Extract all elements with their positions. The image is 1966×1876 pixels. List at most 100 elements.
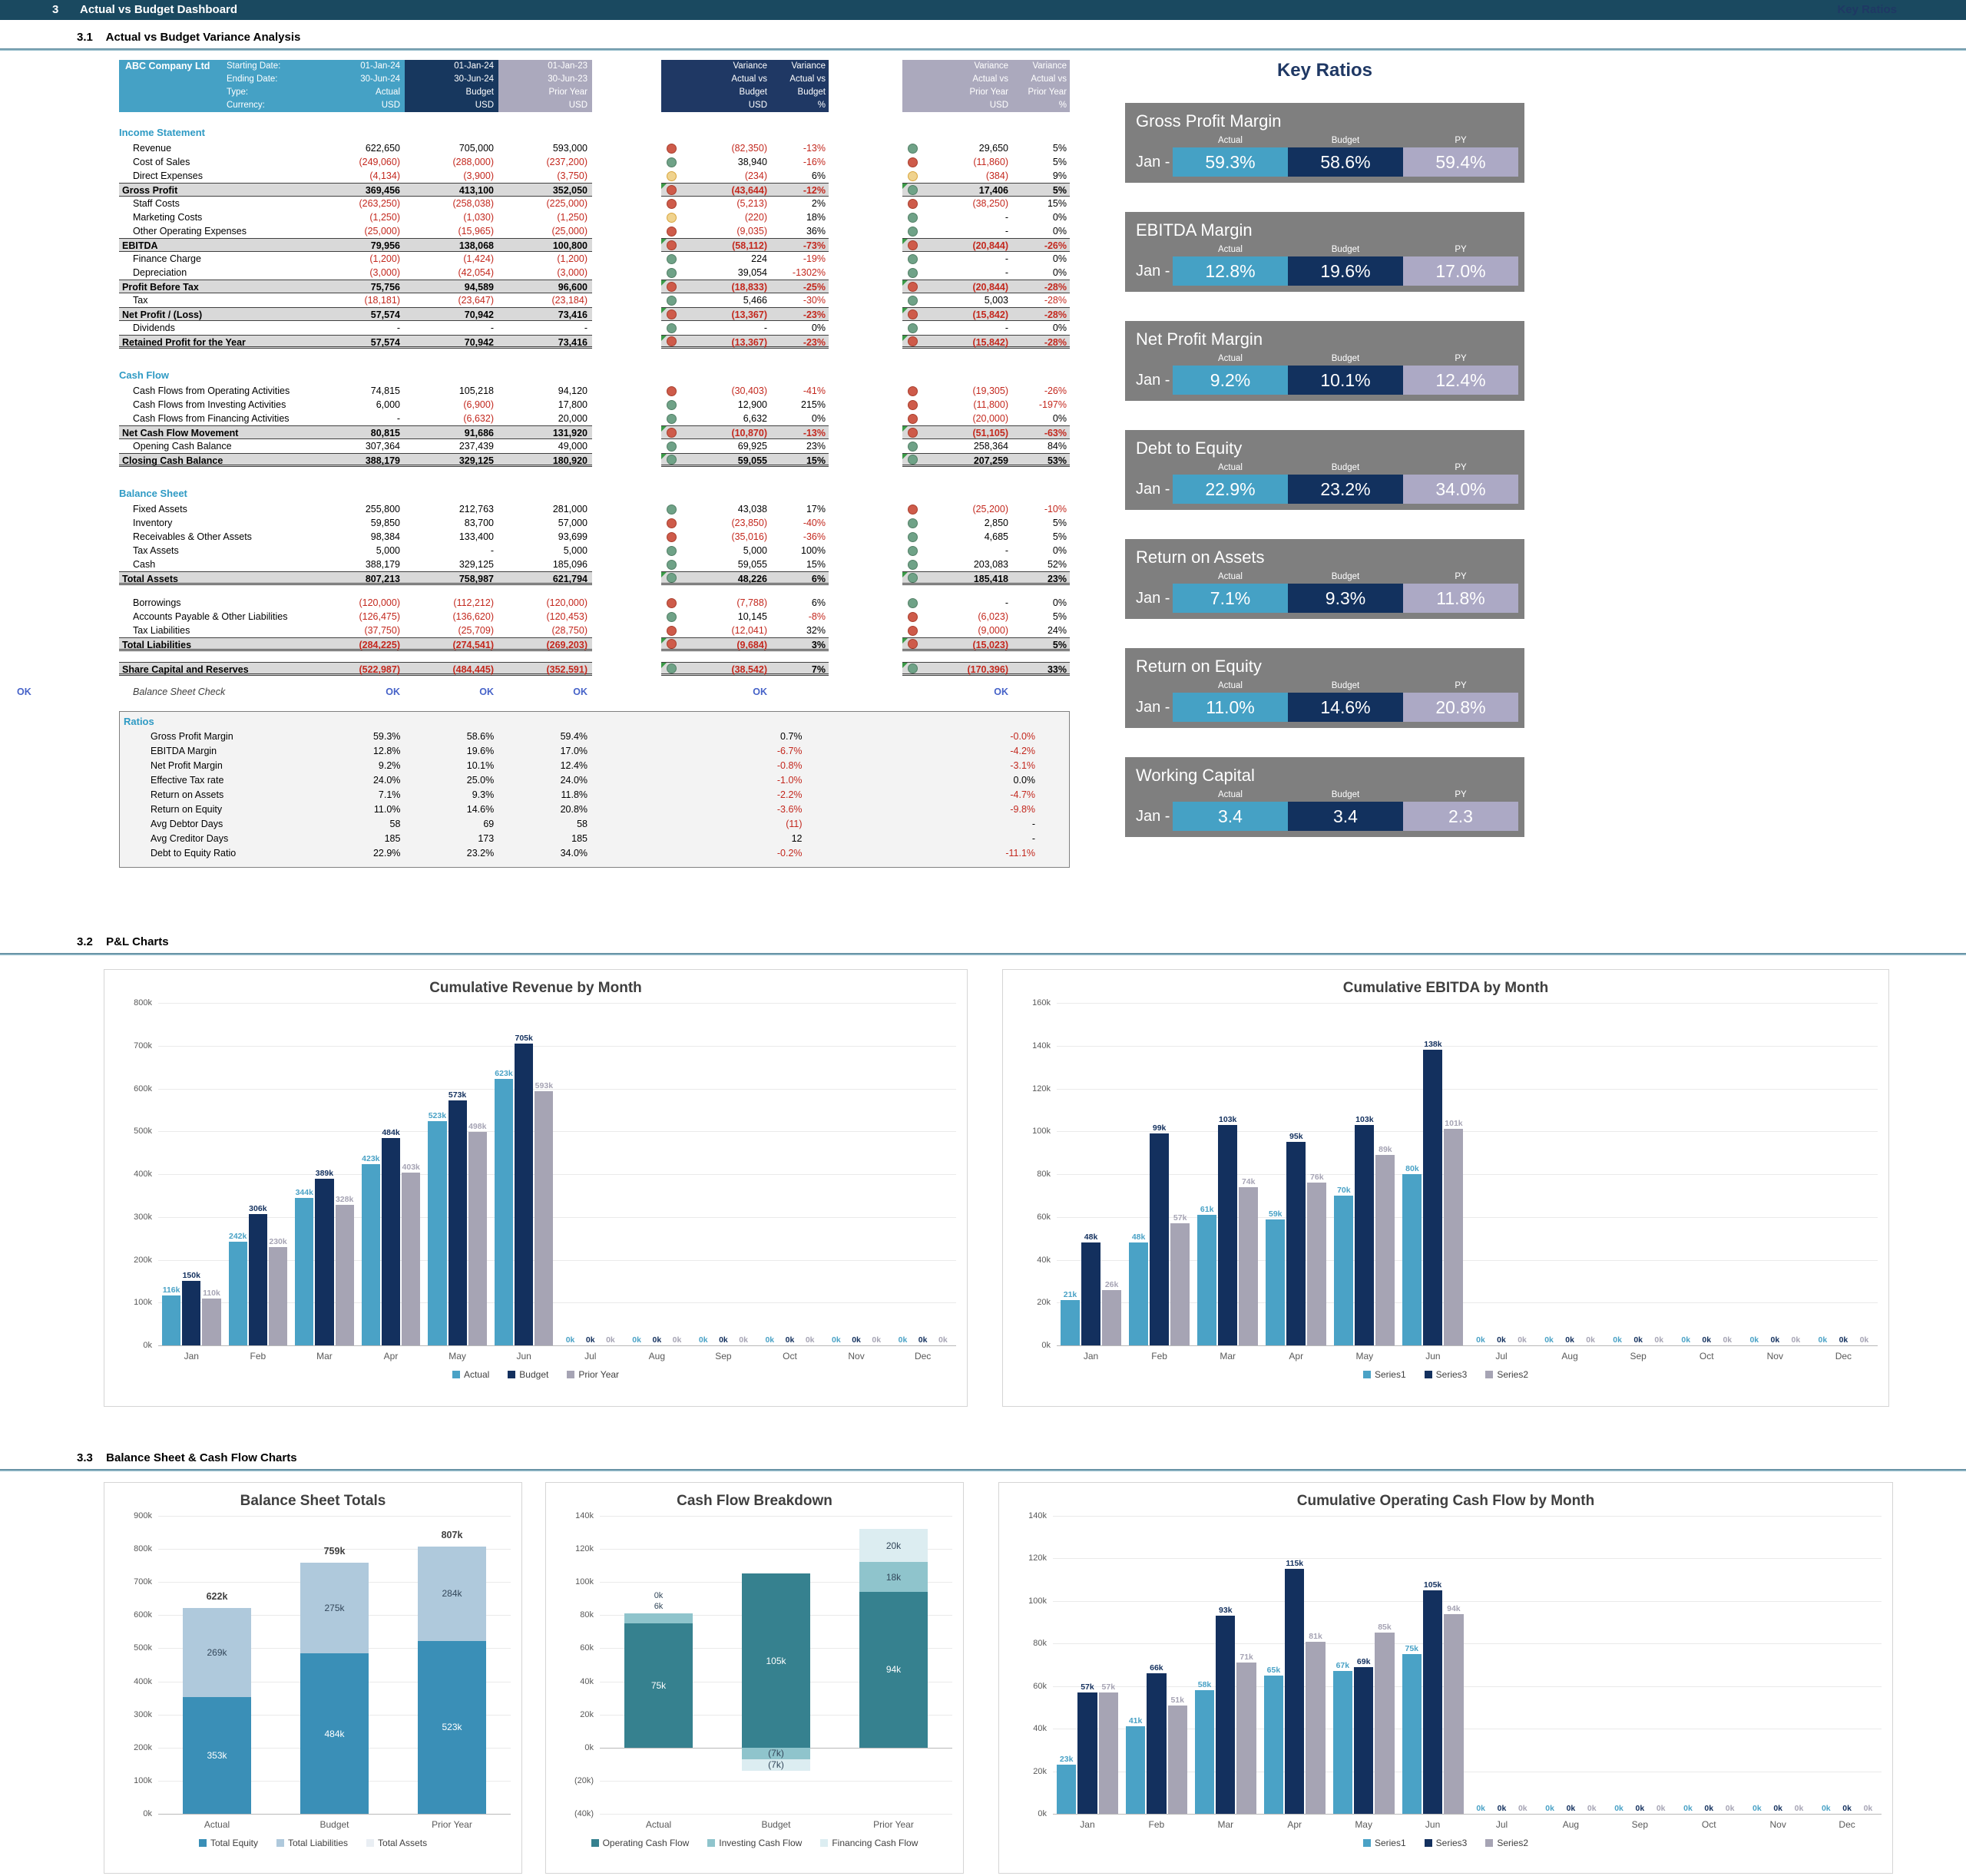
cell-budget[interactable]: (112,212) bbox=[453, 597, 494, 608]
cell-budget[interactable]: 133,400 bbox=[458, 531, 494, 542]
ratio-budget[interactable]: 19.6% bbox=[466, 746, 495, 756]
cell-variance-budget[interactable]: 69,925 bbox=[737, 441, 767, 452]
ratio-variance-prior[interactable]: - bbox=[1031, 833, 1036, 844]
cell-prior[interactable]: 73,416 bbox=[558, 337, 587, 348]
cell-prior[interactable]: (23,184) bbox=[551, 295, 587, 306]
cell-actual[interactable]: (120,000) bbox=[359, 597, 400, 608]
cell-prior[interactable]: (28,750) bbox=[551, 625, 587, 636]
cell-budget[interactable]: (1,424) bbox=[463, 253, 494, 264]
cell-budget[interactable]: (6,900) bbox=[463, 399, 494, 410]
cell-actual[interactable]: 622,650 bbox=[365, 143, 400, 154]
cell-actual[interactable]: (3,000) bbox=[369, 267, 400, 278]
ratio-variance-prior[interactable]: -9.8% bbox=[1010, 804, 1036, 815]
cell-actual[interactable]: 388,179 bbox=[365, 455, 400, 466]
row-label[interactable]: Inventory bbox=[133, 518, 173, 528]
ratio-variance-budget[interactable]: -6.7% bbox=[776, 746, 803, 756]
cell-budget[interactable]: 413,100 bbox=[458, 185, 494, 196]
row-label[interactable]: Tax Liabilities bbox=[133, 625, 190, 636]
ratio-variance-budget[interactable]: -3.6% bbox=[776, 804, 803, 815]
ratio-variance-prior[interactable]: - bbox=[1031, 819, 1036, 829]
cell-variance-budget[interactable]: 43,038 bbox=[737, 504, 767, 514]
row-label[interactable]: Gross Profit bbox=[122, 185, 178, 196]
cell-budget[interactable]: (25,709) bbox=[458, 625, 494, 636]
cell-variance-prior[interactable]: - bbox=[1005, 212, 1008, 223]
cell-prior[interactable]: (3,000) bbox=[557, 267, 587, 278]
cell-budget[interactable]: 329,125 bbox=[458, 455, 494, 466]
cell-variance-budget[interactable]: (58,112) bbox=[732, 240, 767, 251]
row-label[interactable]: Accounts Payable & Other Liabilities bbox=[133, 611, 288, 622]
cell-variance-prior[interactable]: 258,364 bbox=[973, 441, 1008, 452]
cell-budget[interactable]: 758,987 bbox=[458, 574, 494, 584]
cell-prior[interactable]: (352,591) bbox=[546, 664, 587, 675]
row-label[interactable]: Revenue bbox=[133, 143, 172, 154]
ratio-budget[interactable]: 69 bbox=[483, 819, 495, 829]
cell-variance-budget[interactable]: (12,041) bbox=[731, 625, 767, 636]
cell-variance-prior[interactable]: 203,083 bbox=[973, 559, 1008, 570]
cell-prior[interactable]: (1,250) bbox=[557, 212, 587, 223]
ratio-prior[interactable]: 34.0% bbox=[560, 848, 588, 859]
cell-prior[interactable]: (120,000) bbox=[546, 597, 587, 608]
cell-actual[interactable]: (126,475) bbox=[359, 611, 400, 622]
cell-prior[interactable]: 281,000 bbox=[552, 504, 587, 514]
ratio-prior[interactable]: 24.0% bbox=[560, 775, 588, 786]
ratio-actual[interactable]: 185 bbox=[384, 833, 401, 844]
ratio-budget[interactable]: 173 bbox=[478, 833, 495, 844]
row-label[interactable]: Finance Charge bbox=[133, 253, 201, 264]
row-label[interactable]: Retained Profit for the Year bbox=[122, 337, 246, 348]
cell-variance-budget[interactable]: 5,000 bbox=[743, 545, 767, 556]
cell-actual[interactable]: 388,179 bbox=[365, 559, 400, 570]
cell-variance-budget[interactable]: 5,466 bbox=[743, 295, 767, 306]
ratio-label[interactable]: EBITDA Margin bbox=[151, 746, 217, 756]
cell-variance-budget[interactable]: (220) bbox=[744, 212, 767, 223]
cell-variance-prior[interactable]: - bbox=[1005, 226, 1008, 237]
cell-variance-prior[interactable]: (51,105) bbox=[972, 428, 1008, 438]
cell-budget[interactable]: (15,965) bbox=[458, 226, 494, 237]
ratio-label[interactable]: Net Profit Margin bbox=[151, 760, 223, 771]
ratio-prior[interactable]: 20.8% bbox=[560, 804, 588, 815]
cell-variance-prior[interactable]: (170,396) bbox=[967, 664, 1008, 675]
cell-variance-budget[interactable]: (234) bbox=[744, 170, 767, 181]
ratio-label[interactable]: Debt to Equity Ratio bbox=[151, 848, 237, 859]
cell-variance-budget[interactable]: 38,940 bbox=[737, 157, 767, 167]
cell-budget[interactable]: 70,942 bbox=[464, 337, 494, 348]
cell-budget[interactable]: 237,439 bbox=[458, 441, 494, 452]
row-label[interactable]: Profit Before Tax bbox=[122, 282, 199, 293]
cell-prior[interactable]: 621,794 bbox=[552, 574, 587, 584]
ratio-label[interactable]: Effective Tax rate bbox=[151, 775, 224, 786]
ratio-variance-budget[interactable]: 0.7% bbox=[780, 731, 803, 742]
cell-budget[interactable]: 138,068 bbox=[458, 240, 494, 251]
cell-actual[interactable]: 59,850 bbox=[370, 518, 400, 528]
cell-prior[interactable]: 593,000 bbox=[552, 143, 587, 154]
cell-prior[interactable]: (1,200) bbox=[557, 253, 587, 264]
cell-actual[interactable]: 57,574 bbox=[370, 309, 400, 320]
cell-actual[interactable]: (18,181) bbox=[364, 295, 400, 306]
cell-prior[interactable]: - bbox=[584, 323, 587, 333]
cell-budget[interactable]: 91,686 bbox=[464, 428, 494, 438]
ratio-variance-prior[interactable]: -3.1% bbox=[1010, 760, 1036, 771]
cell-actual[interactable]: (37,750) bbox=[364, 625, 400, 636]
row-label[interactable]: Total Assets bbox=[122, 574, 178, 584]
cell-prior[interactable]: 352,050 bbox=[552, 185, 587, 196]
cell-budget[interactable]: 212,763 bbox=[458, 504, 494, 514]
cell-actual[interactable]: 80,815 bbox=[370, 428, 400, 438]
cell-prior[interactable]: (120,453) bbox=[546, 611, 587, 622]
cell-variance-budget[interactable]: 39,054 bbox=[737, 267, 767, 278]
row-label[interactable]: Closing Cash Balance bbox=[122, 455, 223, 466]
ratio-budget[interactable]: 25.0% bbox=[466, 775, 495, 786]
cell-actual[interactable]: (1,250) bbox=[369, 212, 400, 223]
ratio-variance-budget[interactable]: -2.2% bbox=[776, 789, 803, 800]
row-label[interactable]: Cash Flows from Investing Activities bbox=[133, 399, 286, 410]
cell-variance-budget[interactable]: 48,226 bbox=[737, 574, 767, 584]
cell-budget[interactable]: 105,218 bbox=[458, 385, 494, 396]
cell-prior[interactable]: 20,000 bbox=[558, 413, 587, 424]
cell-variance-budget[interactable]: (43,644) bbox=[731, 185, 767, 196]
ratio-budget[interactable]: 14.6% bbox=[466, 804, 495, 815]
cell-actual[interactable]: 79,956 bbox=[370, 240, 400, 251]
ratio-prior[interactable]: 58 bbox=[577, 819, 588, 829]
cell-actual[interactable]: OK bbox=[386, 687, 400, 697]
cell-variance-budget[interactable]: (35,016) bbox=[731, 531, 767, 542]
cell-actual[interactable]: - bbox=[396, 323, 400, 333]
ratio-prior[interactable]: 17.0% bbox=[560, 746, 588, 756]
cell-prior[interactable]: 185,096 bbox=[552, 559, 587, 570]
row-label[interactable]: Marketing Costs bbox=[133, 212, 203, 223]
